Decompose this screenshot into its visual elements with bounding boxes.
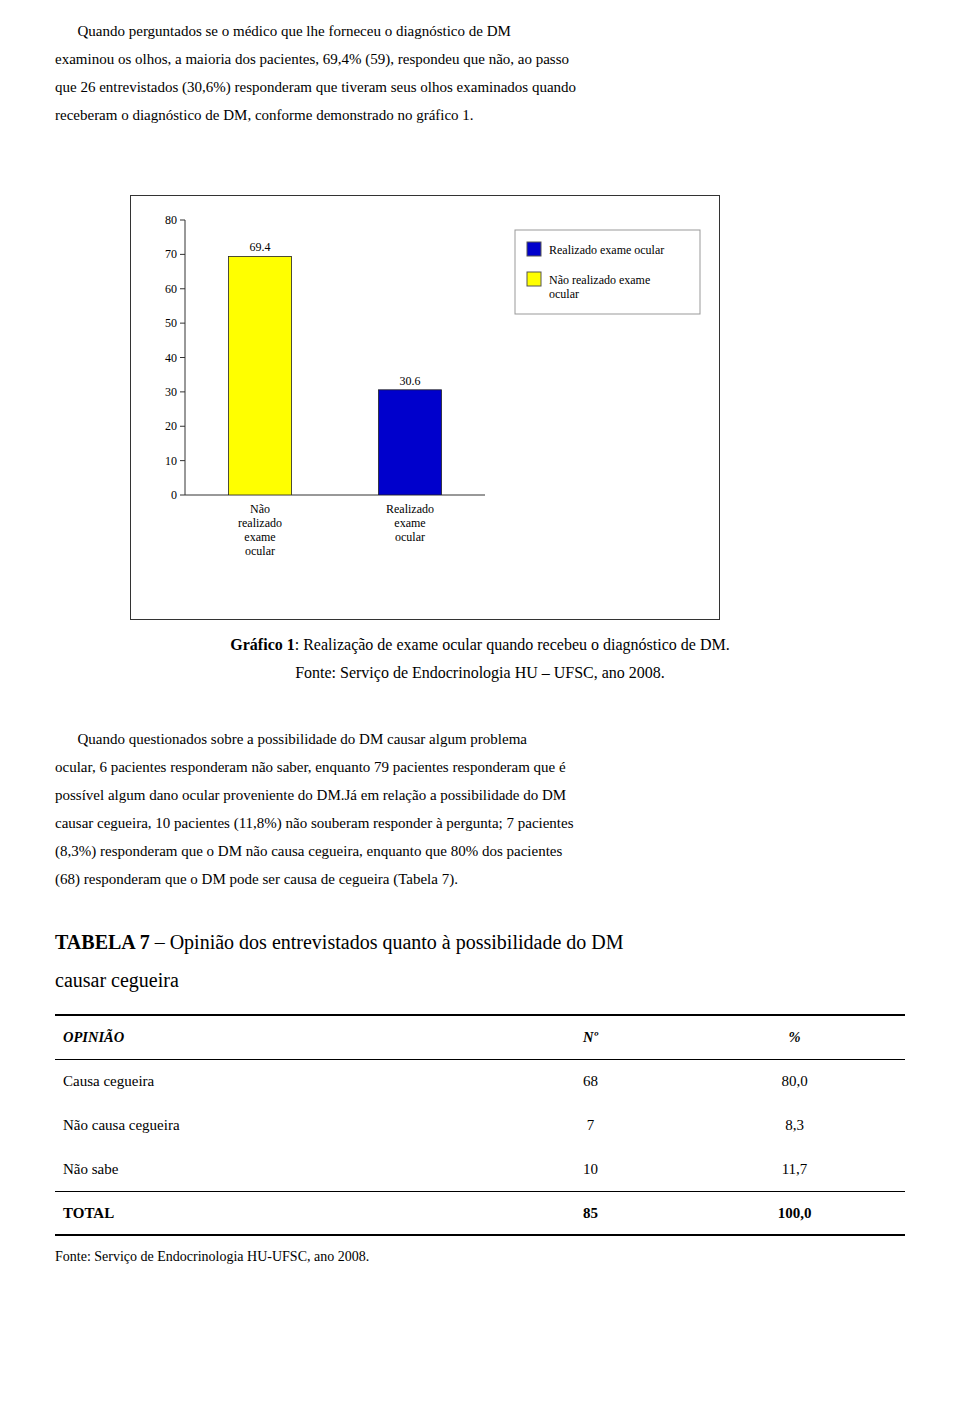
paragraph-line: Quando perguntados se o médico que lhe f… <box>55 22 511 40</box>
caption-text: : Realização de exame ocular quando rece… <box>295 636 730 653</box>
paragraph-line: ocular, 6 pacientes responderam não sabe… <box>55 758 566 776</box>
table-cell: 8,3 <box>684 1103 905 1147</box>
bar <box>229 256 292 495</box>
table-title-line: causar cegueira <box>55 968 179 992</box>
table-cell: 7 <box>497 1103 684 1147</box>
table-cell: 68 <box>497 1059 684 1103</box>
tick-label: 60 <box>165 282 177 296</box>
table-cell: Não causa cegueira <box>63 1103 180 1147</box>
data-label: 69.4 <box>250 240 271 254</box>
tick <box>180 460 185 461</box>
category-label-line: exame <box>394 516 425 530</box>
legend-label-line: ocular <box>549 287 579 301</box>
paragraph-line: possível algum dano ocular proveniente d… <box>55 786 566 804</box>
tick-label: 40 <box>165 351 177 365</box>
legend-swatch <box>527 272 541 286</box>
table-cell: 80,0 <box>684 1059 905 1103</box>
paragraph-line: receberam o diagnóstico de DM, conforme … <box>55 106 474 124</box>
table-cell: Causa cegueira <box>63 1059 154 1103</box>
category-label: Nãorealizadoexameocular <box>238 502 282 558</box>
tick <box>180 391 185 392</box>
chart-source: Fonte: Serviço de Endocrinologia HU – UF… <box>0 663 960 682</box>
tick-label: 0 <box>171 488 177 502</box>
table-cell: 11,7 <box>684 1147 905 1191</box>
data-labels: 69.4 30.6 <box>250 240 421 387</box>
category-label-line: ocular <box>395 530 425 544</box>
legend-frame <box>515 230 700 314</box>
tick <box>180 357 185 358</box>
paragraph-line: Quando questionados sobre a possibilidad… <box>55 730 527 748</box>
tick-label: 30 <box>165 385 177 399</box>
table-title: TABELA 7 – Opinião dos entrevistados qua… <box>55 930 624 954</box>
paragraph-line: causar cegueira, 10 pacientes (11,8%) nã… <box>55 814 574 832</box>
table-rule <box>55 1234 905 1236</box>
paragraph-line: examinou os olhos, a maioria dos pacient… <box>55 50 569 68</box>
tick <box>180 220 185 221</box>
y-axis-line <box>185 220 186 495</box>
table-title-bold: TABELA 7 <box>55 931 150 953</box>
paragraph-line: (68) responderam que o DM pode ser causa… <box>55 870 458 888</box>
table-cell: Nº <box>497 1015 684 1059</box>
data-label: 30.6 <box>400 374 421 388</box>
category-label-line: exame <box>244 530 275 544</box>
table-cell: 85 <box>497 1191 684 1235</box>
legend-label-line: Não realizado exame <box>549 273 650 287</box>
table-source: Fonte: Serviço de Endocrinologia HU-UFSC… <box>55 1249 369 1266</box>
category-label-line: Realizado <box>386 502 434 516</box>
tick-label: 50 <box>165 316 177 330</box>
category-label-line: ocular <box>245 544 275 558</box>
table-cell: TOTAL <box>63 1191 114 1235</box>
tick <box>180 323 185 324</box>
legend-label-line: Realizado exame ocular <box>549 243 664 257</box>
caption: Gráfico 1: Realização de exame ocular qu… <box>0 635 960 654</box>
tick <box>180 426 185 427</box>
page: {"chart_data": {"type": "bar", "categori… <box>0 0 960 1411</box>
y-axis: 0 10 20 30 40 50 60 70 80 <box>165 213 485 502</box>
table-rule <box>55 1014 905 1016</box>
legend-swatch <box>527 242 541 256</box>
bars <box>229 256 442 495</box>
category-label-line: Não <box>250 502 270 516</box>
table-rule <box>55 1191 905 1192</box>
tick <box>180 254 185 255</box>
bar <box>379 390 442 495</box>
tick-label: 20 <box>165 419 177 433</box>
category-label-line: realizado <box>238 516 282 530</box>
tick <box>180 495 185 496</box>
tick-label: 70 <box>165 247 177 261</box>
table-cell: 10 <box>497 1147 684 1191</box>
chart: 0102030405060708069.430.6Nãorealizadoexa… <box>130 195 720 620</box>
paragraph-line: (8,3%) responderam que o DM não causa ce… <box>55 842 562 860</box>
category-label: Realizadoexameocular <box>386 502 434 544</box>
legend-label: Realizado exame ocular <box>549 243 664 257</box>
table-cell: % <box>684 1015 905 1059</box>
tick-label: 10 <box>165 454 177 468</box>
legend: Realizado exame ocular Não realizado exam… <box>515 230 700 314</box>
table-cell: 100,0 <box>684 1191 905 1235</box>
table-cell: Não sabe <box>63 1147 118 1191</box>
chart-frame <box>131 196 720 620</box>
tick <box>180 288 185 289</box>
legend-label: Não realizado exameocular <box>549 273 650 301</box>
paragraph-line: que 26 entrevistados (30,6%) responderam… <box>55 78 576 96</box>
table-cell: OPINIÃO <box>63 1015 124 1059</box>
table-title-text: – Opinião dos entrevistados quanto à pos… <box>150 931 624 953</box>
caption-bold: Gráfico 1 <box>230 636 294 653</box>
table-rule <box>55 1059 905 1060</box>
tick-label: 80 <box>165 213 177 227</box>
